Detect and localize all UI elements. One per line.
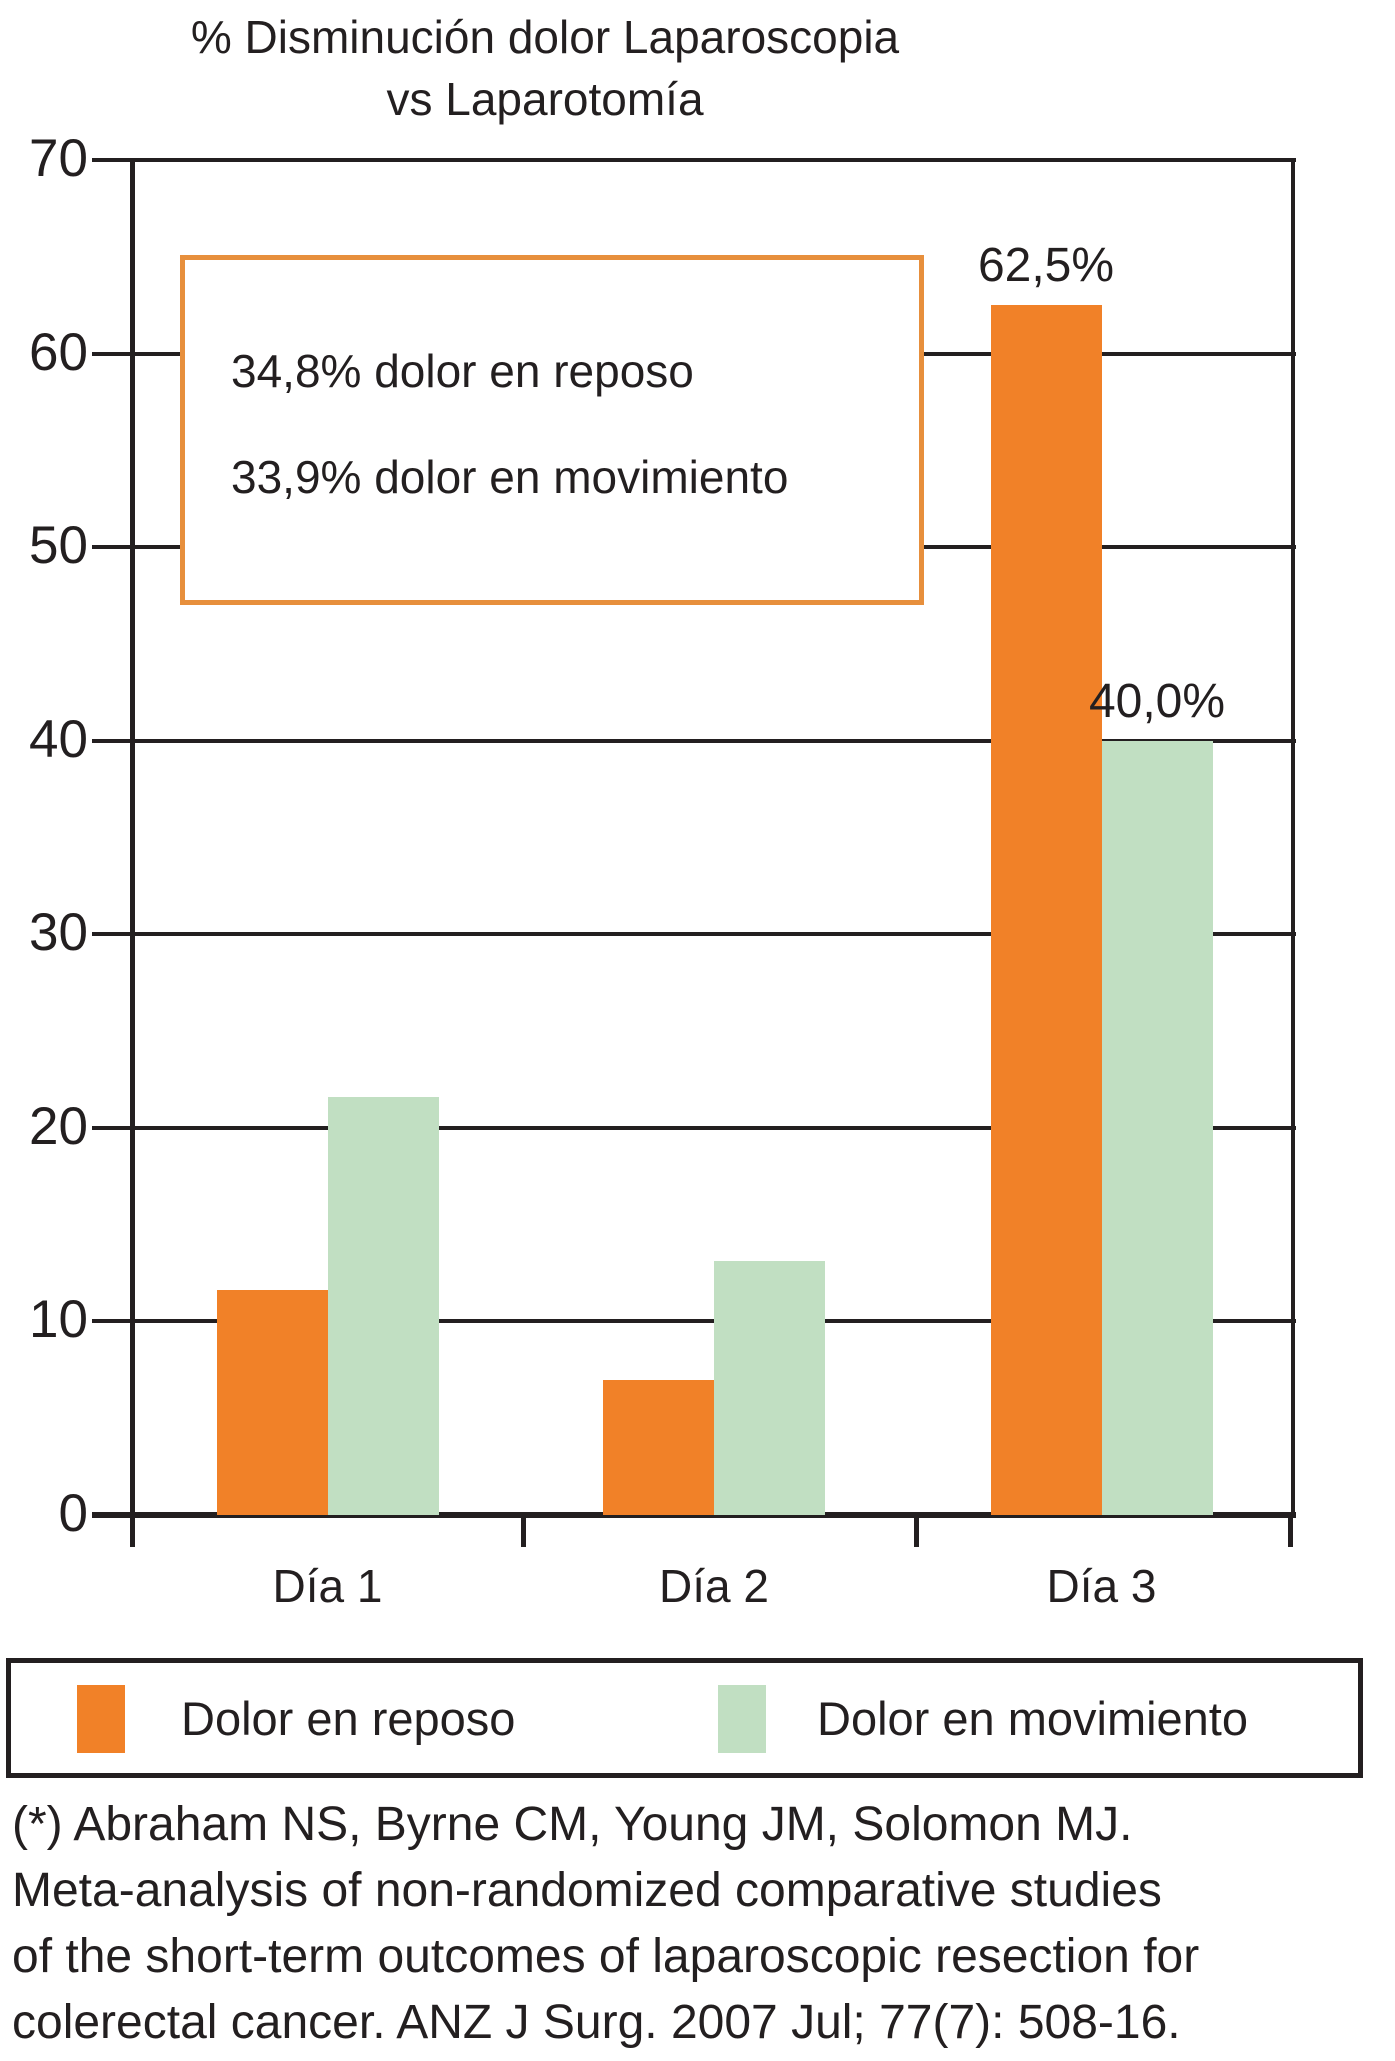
citation: (*) Abraham NS, Byrne CM, Young JM, Solo…	[12, 1792, 1392, 2056]
chart-title-line1: % Disminución dolor Laparoscopia	[190, 11, 900, 63]
annotation-box: 34,8% dolor en reposo 33,9% dolor en mov…	[180, 255, 924, 605]
bar-value-label-400: 40,0%	[1088, 674, 1226, 728]
legend-swatch-green	[718, 1685, 766, 1753]
legend-swatch-orange	[77, 1685, 125, 1753]
y-axis-tick-label-30: 30	[29, 903, 88, 963]
gridline-10	[92, 1319, 1296, 1324]
gridline-30	[92, 932, 1296, 937]
gridline-40	[92, 738, 1296, 743]
legend-item-dolor-en-reposo: Dolor en reposo	[77, 1663, 677, 1773]
y-axis-tick-label-40: 40	[29, 709, 88, 769]
y-axis-tick-label-60: 60	[29, 322, 88, 382]
bar-movimiento-dia1	[327, 1096, 439, 1515]
citation-line3: of the short-term outcomes of laparoscop…	[12, 1930, 1200, 1983]
bar-reposo-dia1	[216, 1290, 328, 1515]
gridline-70	[92, 158, 1296, 162]
bar-movimiento-dia2	[714, 1261, 825, 1515]
x-axis-tick-3	[1288, 1515, 1293, 1547]
legend-item-dolor-en-movimiento: Dolor en movimiento	[718, 1663, 1358, 1773]
legend: Dolor en reposo Dolor en movimiento	[6, 1658, 1363, 1778]
gridline-0	[92, 1512, 1296, 1518]
plot-right-border	[1291, 160, 1295, 1515]
citation-line4: colerectal cancer. ANZ J Surg. 2007 Jul;…	[12, 1996, 1181, 2049]
x-axis-tick-1	[521, 1515, 526, 1547]
citation-line1: (*) Abraham NS, Byrne CM, Young JM, Solo…	[12, 1798, 1133, 1851]
y-axis-tick-label-0: 0	[58, 1484, 88, 1543]
x-axis-category-label-2: Día 2	[659, 1560, 769, 1612]
x-axis-tick-2	[914, 1515, 919, 1547]
y-axis-tick-label-20: 20	[29, 1096, 88, 1156]
y-axis-line	[130, 160, 135, 1547]
chart-title-line2: vs Laparotomía	[386, 73, 704, 125]
gridline-20	[92, 1125, 1296, 1130]
x-axis-category-label-3: Día 3	[1046, 1560, 1157, 1612]
x-axis-category-label-1: Día 1	[272, 1560, 383, 1612]
citation-line2: Meta-analysis of non-randomized comparat…	[12, 1864, 1162, 1917]
y-axis-tick-label-10: 10	[29, 1290, 88, 1350]
legend-label-dolor-en-reposo: Dolor en reposo	[181, 1692, 516, 1745]
bar-value-label-625: 62,5%	[977, 239, 1115, 293]
annotation-line1: 34,8% dolor en reposo	[231, 345, 694, 397]
bar-reposo-dia3	[990, 305, 1102, 1515]
bar-movimiento-dia3	[1101, 740, 1213, 1515]
y-axis-tick-label-70: 70	[29, 129, 88, 188]
annotation-line2: 33,9% dolor en movimiento	[231, 451, 789, 503]
legend-label-dolor-en-movimiento: Dolor en movimiento	[817, 1692, 1249, 1745]
y-axis-tick-label-50: 50	[29, 516, 88, 576]
bar-reposo-dia2	[603, 1379, 714, 1515]
chart-title: % Disminución dolor Laparoscopia vs Lapa…	[0, 6, 1090, 130]
